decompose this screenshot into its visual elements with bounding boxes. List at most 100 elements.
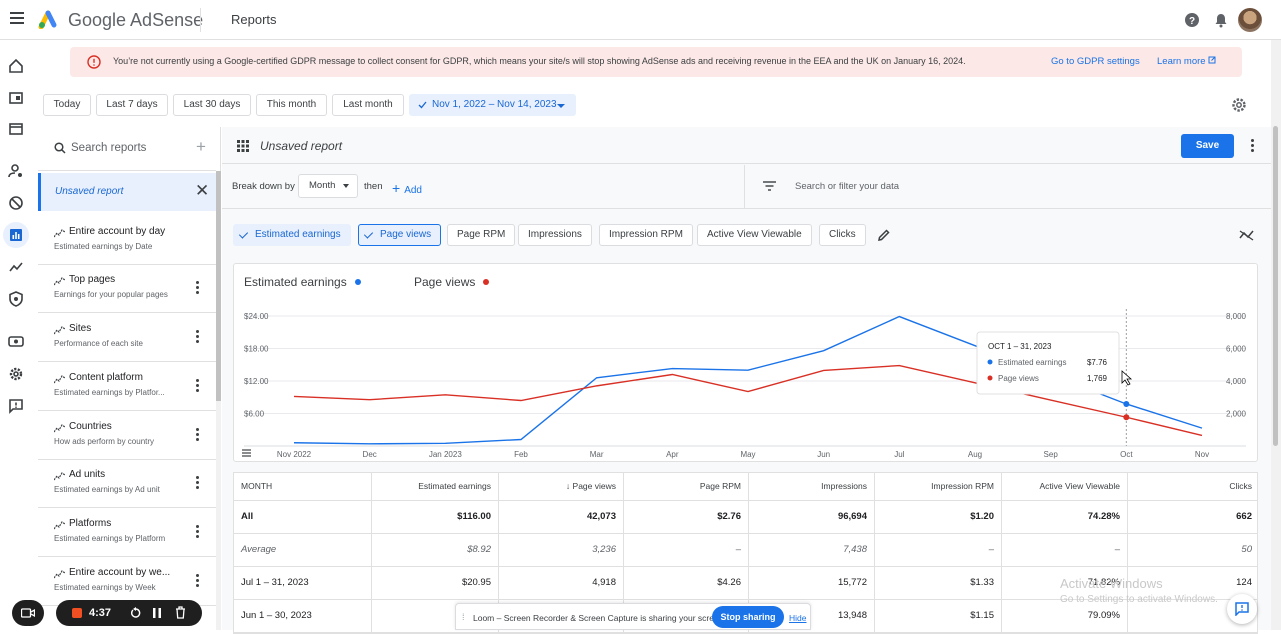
legend-label: Page views [414,275,476,289]
more-options-icon[interactable] [196,379,200,393]
search-input[interactable]: Search reports [71,142,147,154]
policy-center-icon[interactable] [8,291,24,307]
table-cell: 96,694 [749,501,875,533]
blocking-controls-icon[interactable] [8,195,24,211]
add-report-icon[interactable]: + [196,137,206,156]
more-options-icon[interactable] [196,574,200,588]
payments-icon[interactable] [8,333,24,349]
column-header-label: Page views [572,481,616,491]
table-cell: $2.76 [624,501,749,533]
feedback-icon[interactable] [8,398,24,414]
page-scrollbar[interactable] [1271,40,1281,630]
date-chip-today[interactable]: Today [43,94,91,116]
more-options-icon[interactable] [1251,139,1255,153]
date-chip-last-30-days[interactable]: Last 30 days [173,94,251,116]
table-row[interactable]: Average $8.92 3,236–7,438– –50 [234,534,1257,567]
add-breakdown-button[interactable]: + Add [392,180,422,196]
column-header[interactable]: Estimated earnings [372,473,499,500]
scrollbar[interactable] [216,171,221,630]
sites-icon[interactable] [8,90,24,106]
more-options-icon[interactable] [196,525,200,539]
metric-chip-page-rpm[interactable]: Page RPM [447,224,516,246]
column-header[interactable]: Active View Viewable [1002,473,1128,500]
more-options-icon[interactable] [196,428,200,442]
line-chart[interactable]: $24.00 $18.00 $12.00 $6.00 8,000 6,000 4,000 2,… [234,264,1259,463]
notification-bell-icon[interactable] [1212,11,1230,29]
date-range-selector[interactable]: Nov 1, 2022 – Nov 14, 2023 [409,94,576,116]
apps-grid-icon[interactable] [237,140,249,152]
feedback-icon [1235,602,1249,616]
optimization-icon[interactable] [8,259,24,275]
table-cell: $116.00 [372,501,499,533]
breakdown-dropdown[interactable]: Month [298,174,358,198]
report-item[interactable]: Platforms Estimated earnings by Platform [38,509,216,557]
more-options-icon[interactable] [196,281,200,295]
table-row[interactable]: All $116.00 42,073 $2.76 96,694 $1.20 74.28% 66… [234,501,1257,534]
filter-input[interactable]: Search or filter your data [795,181,900,192]
settings-icon[interactable] [8,366,24,382]
menu-icon[interactable] [10,12,24,24]
legend-item-estimated-earnings[interactable]: Estimated earnings [244,275,361,289]
stop-sharing-button[interactable]: Stop sharing [712,606,784,628]
report-item[interactable]: Ad units Estimated earnings by Ad unit [38,460,216,508]
drag-handle-icon[interactable]: ⁞ [462,612,465,622]
feedback-fab[interactable] [1227,594,1257,624]
table-cell: $1.15 [875,600,1002,632]
reports-nav-active[interactable] [3,222,29,248]
report-item[interactable]: Entire account by we... Estimated earnin… [38,558,216,606]
column-header[interactable]: MONTH [234,473,372,500]
metric-chip-page-views[interactable]: Page views [358,224,442,246]
metric-chip-impressions[interactable]: Impressions [518,224,592,246]
report-item[interactable]: Sites Performance of each site [38,314,216,362]
column-header[interactable]: Page RPM [624,473,749,500]
avatar[interactable] [1238,8,1262,32]
table-row[interactable]: Jul 1 – 31, 2023 $20.95 4,918 $4.26 15,772 $1… [234,567,1257,600]
loom-camera-button[interactable] [12,600,44,626]
report-item[interactable]: Countries How ads perform by country [38,412,216,460]
gear-icon[interactable] [1231,97,1247,113]
table-cell: $4.26 [624,567,749,599]
hide-link[interactable]: Hide [789,613,807,623]
trash-icon[interactable] [175,606,186,619]
x-axis-tick-label: Feb [514,450,528,459]
edit-pencil-icon[interactable] [877,228,891,242]
column-header[interactable]: Impressions [749,473,875,500]
pause-icon[interactable] [152,607,162,619]
home-icon[interactable] [8,58,24,74]
close-icon[interactable]: ✕ [195,181,210,200]
more-options-icon[interactable] [196,330,200,344]
column-header[interactable]: Impression RPM [875,473,1002,500]
gdpr-settings-link[interactable]: Go to GDPR settings [1051,56,1140,67]
active-report-item[interactable]: Unsaved report ✕ [38,173,216,211]
metric-chip-clicks[interactable]: Clicks [819,224,866,246]
date-chip-last-month[interactable]: Last month [332,94,404,116]
legend-item-page-views[interactable]: Page views [414,275,490,289]
date-chip-this-month[interactable]: This month [256,94,327,116]
filter-icon[interactable] [763,181,776,191]
reports-icon [10,229,22,241]
compare-trend-icon[interactable] [1239,228,1254,242]
column-header[interactable]: Clicks [1229,481,1252,491]
learn-more-link[interactable]: Learn more [1157,56,1216,67]
metric-chip-estimated-earnings[interactable]: Estimated earnings [233,224,351,246]
report-item[interactable]: Content platform Estimated earnings by P… [38,363,216,411]
report-item[interactable]: Top pages Earnings for your popular page… [38,265,216,313]
stop-recording-icon[interactable] [72,608,82,618]
hover-point [1123,414,1130,421]
report-item[interactable]: Entire account by day Estimated earnings… [38,217,216,265]
screen-share-notice: ⁞ Loom – Screen Recorder & Screen Captur… [455,603,811,630]
more-options-icon[interactable] [196,476,200,490]
save-button[interactable]: Save [1181,134,1234,158]
restart-icon[interactable] [130,607,142,619]
table-cell: $1.20 [875,501,1002,533]
report-search[interactable]: Search reports + [38,127,216,171]
metric-chip-impression-rpm[interactable]: Impression RPM [599,224,693,246]
table-toggle-icon[interactable] [242,449,251,457]
sparkline-icon [54,570,65,579]
column-header[interactable]: ↓ Page views [499,473,624,500]
privacy-messaging-icon[interactable] [8,163,24,179]
help-icon[interactable]: ? [1183,11,1201,29]
metric-chip-active-view-viewable[interactable]: Active View Viewable [697,224,812,246]
date-chip-last-7-days[interactable]: Last 7 days [96,94,168,116]
ads-icon[interactable] [8,121,24,137]
